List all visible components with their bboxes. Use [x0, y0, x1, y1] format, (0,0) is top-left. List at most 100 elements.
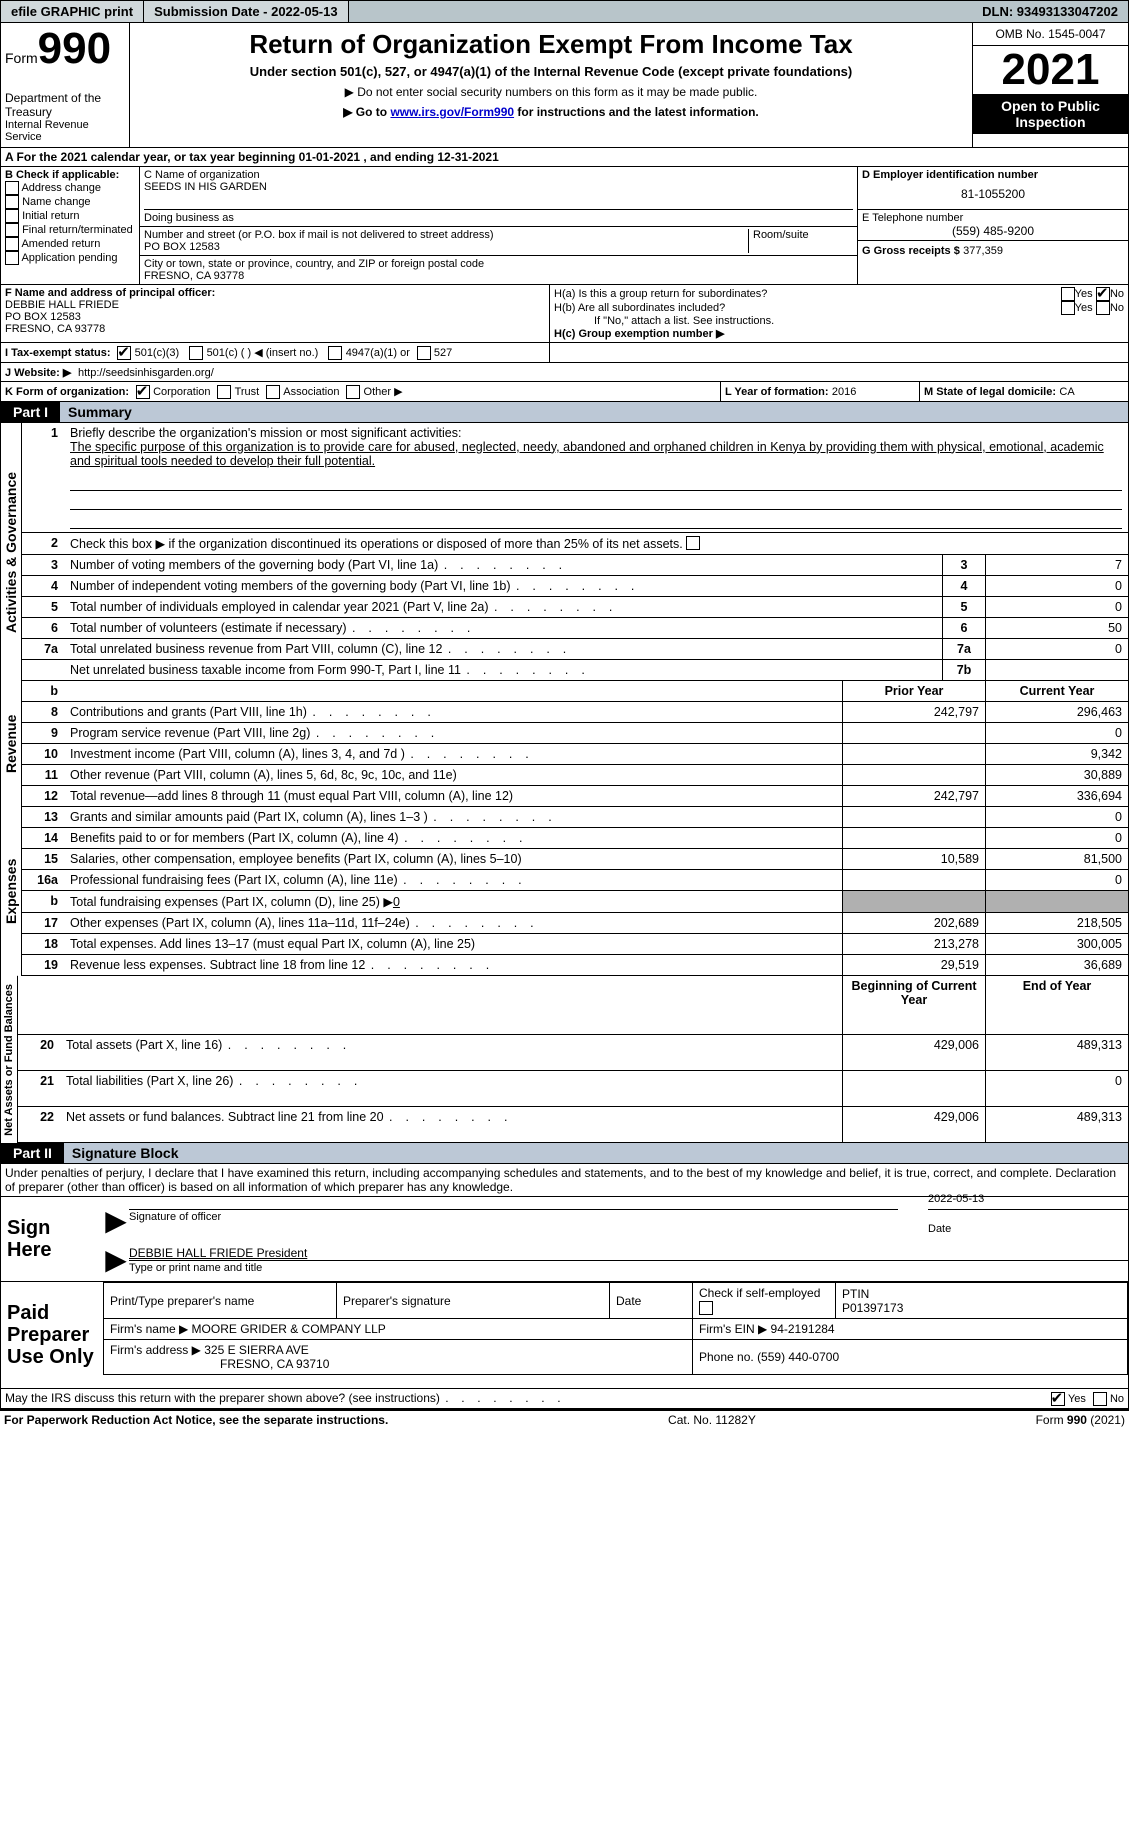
paid-preparer-block: Paid Preparer Use Only Print/Type prepar… [0, 1282, 1129, 1389]
line-9-text: Program service revenue (Part VIII, line… [64, 722, 843, 743]
officer-city: FRESNO, CA 93778 [5, 323, 545, 335]
chk-amended[interactable] [5, 237, 19, 251]
chk-other[interactable] [346, 385, 360, 399]
vert-net-assets: Net Assets or Fund Balances [0, 976, 18, 1144]
ein: 81-1055200 [862, 181, 1124, 207]
state-domicile: CA [1059, 386, 1074, 398]
line-10-curr: 9,342 [986, 743, 1129, 764]
line-12-prior: 242,797 [843, 785, 986, 806]
chk-name-change[interactable] [5, 195, 19, 209]
h-b: H(b) Are all subordinates included? [554, 302, 1061, 314]
arrow-icon: ▶ [103, 1246, 129, 1274]
irs-label: Internal Revenue Service [5, 119, 125, 143]
line-21-end: 0 [986, 1071, 1129, 1107]
line-21-text: Total liabilities (Part X, line 26) [60, 1071, 843, 1107]
line-8-prior: 242,797 [843, 701, 986, 722]
chk-hb-yes[interactable] [1061, 301, 1075, 315]
line-14-prior [843, 827, 986, 848]
firm-phone-cell: Phone no. (559) 440-0700 [693, 1340, 1128, 1375]
org-name: SEEDS IN HIS GARDEN [144, 181, 853, 193]
omb-number: OMB No. 1545-0047 [973, 23, 1128, 46]
form-subtitle: Under section 501(c), 527, or 4947(a)(1)… [134, 64, 968, 79]
line-3-val: 7 [986, 554, 1129, 575]
prep-name-label: Print/Type preparer's name [104, 1283, 337, 1319]
line-2-num: 2 [22, 532, 64, 554]
line-12-text: Total revenue—add lines 8 through 11 (mu… [64, 785, 843, 806]
chk-address-change[interactable] [5, 181, 19, 195]
chk-assoc[interactable] [266, 385, 280, 399]
officer-street: PO BOX 12583 [5, 311, 545, 323]
line-6-text: Total number of volunteers (estimate if … [64, 617, 943, 638]
form-note1: ▶ Do not enter social security numbers o… [134, 85, 968, 99]
h-c: H(c) Group exemption number ▶ [554, 327, 1124, 340]
line-7a-text: Total unrelated business revenue from Pa… [64, 638, 943, 659]
line-22-end: 489,313 [986, 1107, 1129, 1143]
section-k-label: K Form of organization: [5, 386, 129, 398]
chk-4947[interactable] [328, 346, 342, 360]
website[interactable]: http://seedsinhisgarden.org/ [78, 367, 214, 379]
line-22-beg: 429,006 [843, 1107, 986, 1143]
chk-discuss-no[interactable] [1093, 1392, 1107, 1406]
line-17-text: Other expenses (Part IX, column (A), lin… [64, 912, 843, 933]
prep-self-emp: Check if self-employed [693, 1283, 836, 1319]
line-22-text: Net assets or fund balances. Subtract li… [60, 1107, 843, 1143]
col-beg-year: Beginning of Current Year [843, 976, 986, 1035]
chk-trust[interactable] [217, 385, 231, 399]
line-19-text: Revenue less expenses. Subtract line 18 … [64, 954, 843, 975]
line-4-text: Number of independent voting members of … [64, 575, 943, 596]
vert-governance: Activities & Governance [0, 423, 22, 681]
line-10-prior [843, 743, 986, 764]
discuss-question: May the IRS discuss this return with the… [1, 1389, 960, 1408]
line-7b-text: Net unrelated business taxable income fr… [64, 659, 943, 680]
chk-ha-no[interactable] [1096, 287, 1110, 301]
tax-year: 2021 [973, 46, 1128, 94]
chk-discontinued[interactable] [686, 536, 700, 550]
line-8-text: Contributions and grants (Part VIII, lin… [64, 701, 843, 722]
firm-ein-cell: Firm's EIN ▶ 94-2191284 [693, 1319, 1128, 1340]
chk-527[interactable] [417, 346, 431, 360]
line-1-num: 1 [22, 423, 64, 533]
chk-app-pending[interactable] [5, 251, 19, 265]
irs-link[interactable]: www.irs.gov/Form990 [390, 105, 514, 119]
arrow-icon: ▶ [103, 1207, 129, 1235]
sign-here-label: Sign Here [1, 1197, 103, 1281]
efile-print-button[interactable]: efile GRAPHIC print [1, 1, 144, 22]
year-formed: 2016 [832, 386, 856, 398]
line-17-curr: 218,505 [986, 912, 1129, 933]
sign-date-field: 2022-05-13 Date [928, 1209, 1128, 1235]
form-number: 990 [38, 24, 111, 73]
line-16a-curr: 0 [986, 869, 1129, 890]
line-20-text: Total assets (Part X, line 16) [60, 1035, 843, 1071]
chk-self-employed[interactable] [699, 1301, 713, 1315]
vert-expenses: Expenses [0, 807, 22, 976]
signature-field[interactable]: Signature of officer [129, 1209, 898, 1235]
footer-cat: Cat. No. 11282Y [668, 1413, 756, 1427]
line-19-prior: 29,519 [843, 954, 986, 975]
section-j-label: J Website: ▶ [5, 367, 71, 379]
prep-sig-label: Preparer's signature [337, 1283, 610, 1319]
vert-revenue: Revenue [0, 681, 22, 807]
chk-initial-return[interactable] [5, 209, 19, 223]
chk-corp[interactable] [136, 385, 150, 399]
chk-discuss-yes[interactable] [1051, 1392, 1065, 1406]
line-2-text: Check this box ▶ if the organization dis… [70, 537, 683, 551]
h-a: H(a) Is this a group return for subordin… [554, 288, 1061, 300]
part-i-header: Part I Summary [0, 402, 1129, 423]
mission-text: The specific purpose of this organizatio… [70, 440, 1104, 468]
line-6-val: 50 [986, 617, 1129, 638]
chk-ha-yes[interactable] [1061, 287, 1075, 301]
form-header: Form990 Department of the Treasury Inter… [0, 23, 1129, 148]
chk-final-return[interactable] [5, 223, 19, 237]
chk-hb-no[interactable] [1096, 301, 1110, 315]
street: PO BOX 12583 [144, 241, 748, 253]
col-end-year: End of Year [986, 976, 1129, 1035]
line-16a-prior [843, 869, 986, 890]
col-current-year: Current Year [986, 681, 1129, 702]
chk-501c[interactable] [189, 346, 203, 360]
submission-date: Submission Date - 2022-05-13 [144, 1, 349, 22]
chk-501c3[interactable] [117, 346, 131, 360]
section-d-label: D Employer identification number [862, 169, 1124, 181]
paid-preparer-label: Paid Preparer Use Only [1, 1282, 103, 1388]
line-14-curr: 0 [986, 827, 1129, 848]
line-17-prior: 202,689 [843, 912, 986, 933]
